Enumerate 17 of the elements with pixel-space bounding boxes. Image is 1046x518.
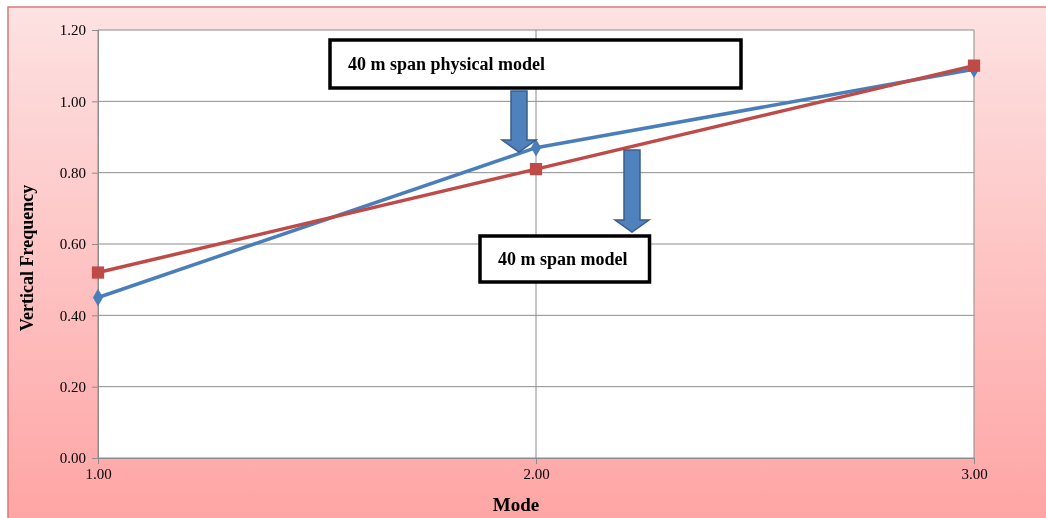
y-tick-label: 1.20 — [59, 22, 86, 39]
y-axis-title: Vertical Frequency — [17, 184, 37, 332]
x-tick-label: 2.00 — [523, 465, 550, 482]
y-tick-label: 0.00 — [59, 450, 86, 467]
point — [967, 59, 981, 72]
annotation: 40 m span model — [498, 249, 628, 269]
point — [91, 266, 105, 279]
point — [529, 162, 543, 176]
x-tick-label: 1.00 — [85, 465, 112, 482]
x-axis-title: Mode — [492, 494, 540, 515]
y-tick-label: 0.20 — [59, 378, 86, 395]
y-tick-label: 0.60 — [59, 236, 86, 253]
x-tick-label: 3.00 — [961, 465, 988, 482]
y-tick-label: 0.80 — [59, 164, 86, 181]
y-tick-label: 0.40 — [59, 307, 86, 324]
y-tick-label: 1.00 — [59, 93, 86, 110]
annotation: 40 m span physical model — [348, 54, 546, 74]
